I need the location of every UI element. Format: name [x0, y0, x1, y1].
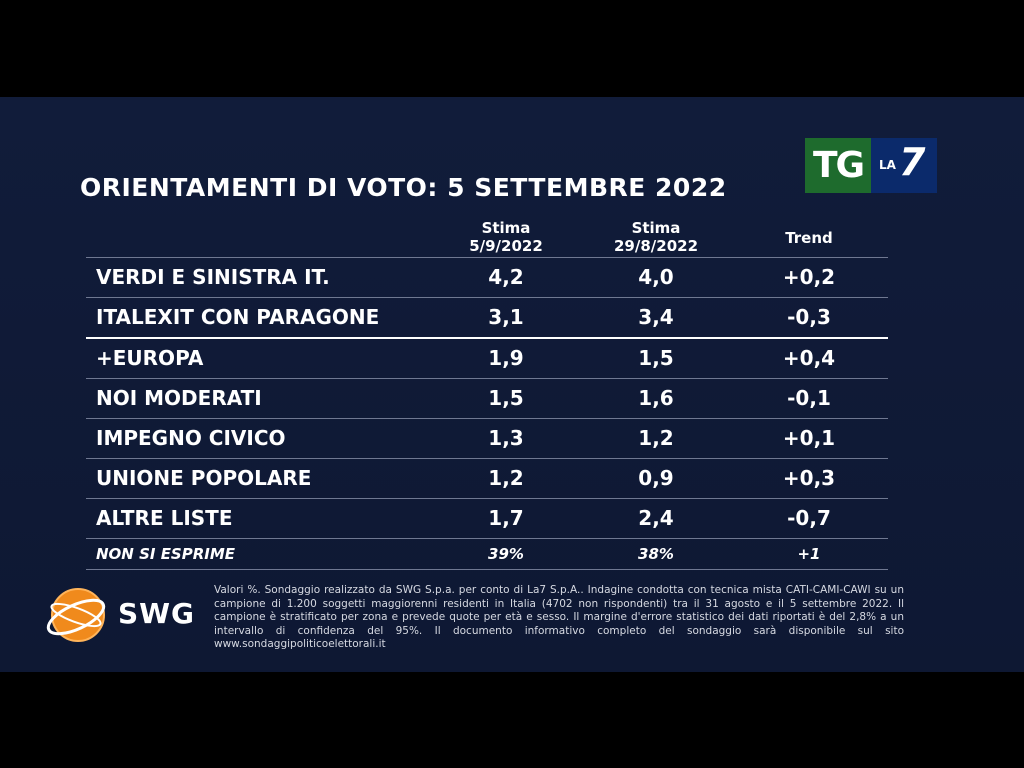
- estimate-previous: 1,2: [638, 426, 674, 450]
- table-row: VERDI E SINISTRA IT. 4,2 4,0 +0,2: [86, 257, 888, 297]
- estimate-current: 1,2: [488, 466, 524, 490]
- seven-logo-text: 7: [899, 140, 926, 184]
- la-logo-text: LA: [879, 158, 896, 172]
- party-name: NOI MODERATI: [96, 386, 262, 410]
- header-col-current-line2: 5/9/2022: [469, 237, 543, 255]
- table-row: IMPEGNO CIVICO 1,3 1,2 +0,1: [86, 418, 888, 458]
- table-row: UNIONE POPOLARE 1,2 0,9 +0,3: [86, 458, 888, 498]
- header-col-previous: Stima 29/8/2022: [596, 219, 716, 255]
- header-col-current: Stima 5/9/2022: [446, 219, 566, 255]
- table-row: NON SI ESPRIME 39% 38% +1: [86, 538, 888, 570]
- party-name: +EUROPA: [96, 346, 204, 370]
- party-name: IMPEGNO CIVICO: [96, 426, 286, 450]
- page-title: ORIENTAMENTI DI VOTO: 5 SETTEMBRE 2022: [80, 173, 727, 202]
- estimate-previous: 1,5: [638, 346, 674, 370]
- trend-value: +0,2: [782, 265, 836, 289]
- estimate-previous: 4,0: [638, 265, 674, 289]
- table-body: VERDI E SINISTRA IT. 4,2 4,0 +0,2 ITALEXIT C…: [86, 257, 888, 570]
- tg-logo-text: TG: [805, 138, 871, 193]
- methodology-note: Valori %. Sondaggio realizzato da SWG S.…: [214, 584, 904, 650]
- estimate-current: 39%: [488, 545, 524, 563]
- party-name: UNIONE POPOLARE: [96, 466, 312, 490]
- table-row: +EUROPA 1,9 1,5 +0,4: [86, 337, 888, 378]
- estimate-previous: 38%: [638, 545, 674, 563]
- party-name: NON SI ESPRIME: [96, 545, 236, 563]
- table-row: ALTRE LISTE 1,7 2,4 -0,7: [86, 498, 888, 538]
- trend-value: -0,7: [787, 506, 831, 530]
- swg-logo-text: SWG: [118, 597, 196, 630]
- header-col-previous-line2: 29/8/2022: [613, 237, 699, 255]
- poll-table: Stima 5/9/2022 Stima 29/8/2022 Trend VER…: [86, 217, 888, 570]
- estimate-current: 4,2: [488, 265, 524, 289]
- table-header: Stima 5/9/2022 Stima 29/8/2022 Trend: [86, 217, 888, 257]
- estimate-previous: 0,9: [638, 466, 674, 490]
- estimate-previous: 3,4: [638, 305, 674, 329]
- tg-la7-logo: TG LA 7: [805, 138, 937, 193]
- estimate-current: 1,5: [488, 386, 524, 410]
- trend-value: -0,1: [787, 386, 831, 410]
- estimate-current: 1,3: [488, 426, 524, 450]
- table-row: NOI MODERATI 1,5 1,6 -0,1: [86, 378, 888, 418]
- estimate-current: 1,7: [488, 506, 524, 530]
- estimate-current: 1,9: [488, 346, 524, 370]
- swg-logo: SWG: [46, 585, 206, 645]
- trend-value: +0,3: [782, 466, 836, 490]
- swg-globe-icon: [46, 588, 106, 642]
- trend-value: -0,3: [787, 305, 831, 329]
- trend-value: +1: [797, 545, 821, 563]
- header-col-trend: Trend: [785, 229, 833, 247]
- party-name: VERDI E SINISTRA IT.: [96, 265, 330, 289]
- table-row: ITALEXIT CON PARAGONE 3,1 3,4 -0,3: [86, 297, 888, 337]
- la7-logo: LA 7: [871, 138, 937, 193]
- trend-value: +0,4: [782, 346, 836, 370]
- party-name: ITALEXIT CON PARAGONE: [96, 305, 380, 329]
- header-col-current-line1: Stima: [481, 219, 531, 237]
- estimate-previous: 2,4: [638, 506, 674, 530]
- trend-value: +0,1: [782, 426, 836, 450]
- broadcast-screen: ORIENTAMENTI DI VOTO: 5 SETTEMBRE 2022 T…: [0, 97, 1024, 672]
- estimate-previous: 1,6: [638, 386, 674, 410]
- estimate-current: 3,1: [488, 305, 524, 329]
- party-name: ALTRE LISTE: [96, 506, 233, 530]
- header-col-previous-line1: Stima: [631, 219, 681, 237]
